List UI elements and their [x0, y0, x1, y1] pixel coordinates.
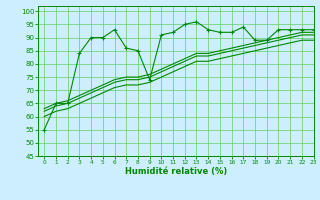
X-axis label: Humidité relative (%): Humidité relative (%)	[125, 167, 227, 176]
